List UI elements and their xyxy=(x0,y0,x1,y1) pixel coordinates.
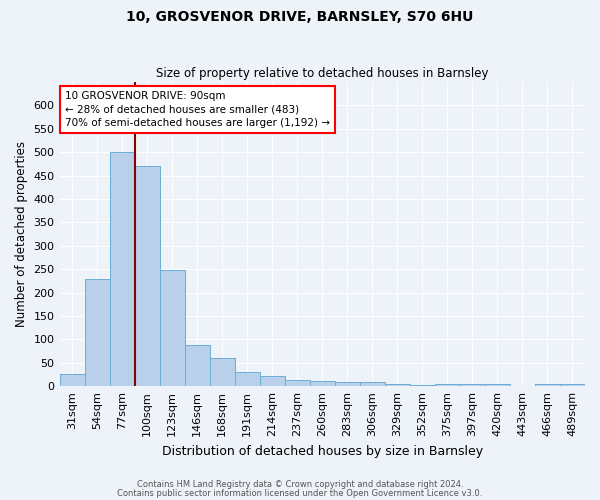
Bar xyxy=(59,374,85,386)
Bar xyxy=(360,382,385,386)
Y-axis label: Number of detached properties: Number of detached properties xyxy=(15,141,28,327)
Bar xyxy=(235,372,260,386)
Text: 10 GROSVENOR DRIVE: 90sqm
← 28% of detached houses are smaller (483)
70% of semi: 10 GROSVENOR DRIVE: 90sqm ← 28% of detac… xyxy=(65,91,330,128)
Bar xyxy=(209,358,235,386)
Bar xyxy=(110,152,134,386)
Text: 10, GROSVENOR DRIVE, BARNSLEY, S70 6HU: 10, GROSVENOR DRIVE, BARNSLEY, S70 6HU xyxy=(127,10,473,24)
Bar xyxy=(285,380,310,386)
Bar xyxy=(385,384,410,386)
Title: Size of property relative to detached houses in Barnsley: Size of property relative to detached ho… xyxy=(156,66,488,80)
Text: Contains public sector information licensed under the Open Government Licence v3: Contains public sector information licen… xyxy=(118,488,482,498)
X-axis label: Distribution of detached houses by size in Barnsley: Distribution of detached houses by size … xyxy=(162,444,483,458)
Bar xyxy=(134,166,160,386)
Bar xyxy=(185,344,209,386)
Bar xyxy=(160,270,185,386)
Bar xyxy=(260,376,285,386)
Bar xyxy=(310,381,335,386)
Bar xyxy=(335,382,360,386)
Bar xyxy=(535,384,560,386)
Bar xyxy=(410,385,435,386)
Text: Contains HM Land Registry data © Crown copyright and database right 2024.: Contains HM Land Registry data © Crown c… xyxy=(137,480,463,489)
Bar xyxy=(435,384,460,386)
Bar xyxy=(485,384,510,386)
Bar xyxy=(460,384,485,386)
Bar xyxy=(560,384,585,386)
Bar xyxy=(85,278,110,386)
